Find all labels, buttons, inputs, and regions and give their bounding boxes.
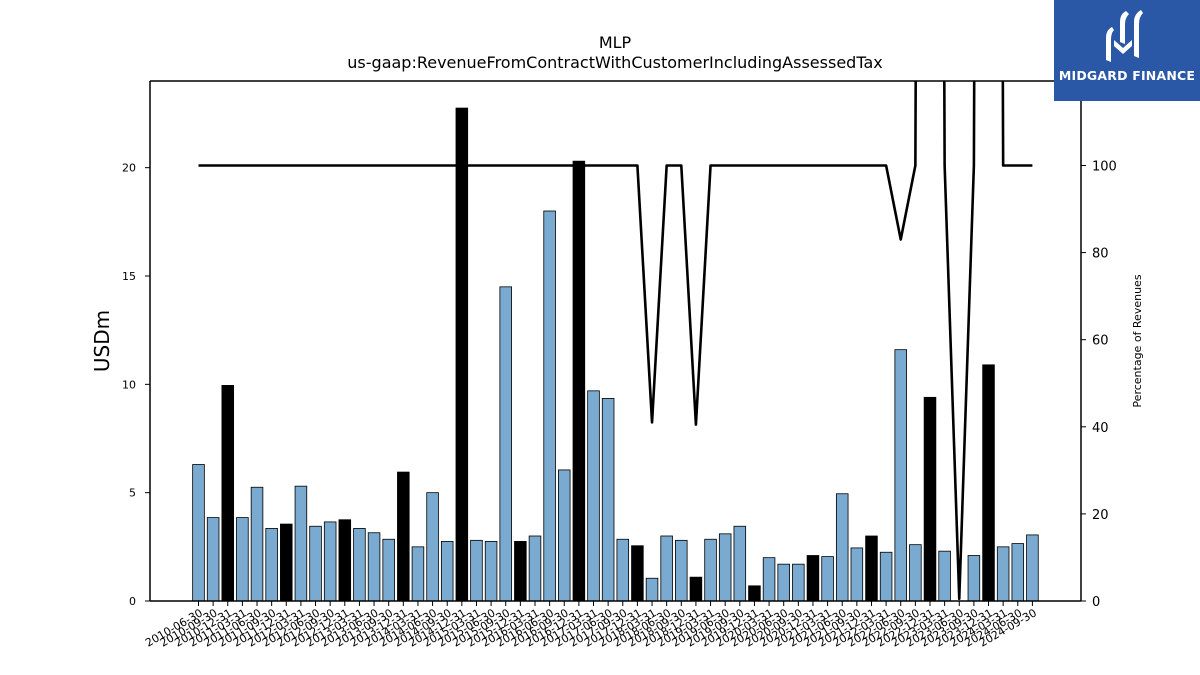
- bar-2023-09-30: [967, 555, 981, 602]
- y2-tick-label: 100: [1092, 159, 1117, 174]
- brand-logo: MIDGARD FINANCE: [1054, 0, 1200, 101]
- bar-2014-09-30: [440, 541, 454, 602]
- bar-2016-09-30: [558, 469, 571, 602]
- bar-2013-03-31: [353, 528, 366, 602]
- bar-2010-06-30: [192, 464, 205, 602]
- bar-2014-03-31: [411, 546, 425, 602]
- bar-2019-03-31: [704, 538, 717, 602]
- y2-axis-label: Percentage of Revenues: [1131, 274, 1144, 407]
- bar-2010-12-31: [221, 385, 235, 602]
- bar-2015-06-30: [484, 541, 498, 602]
- bar-2018-12-31: [689, 576, 703, 602]
- y-tick-label: 5: [129, 487, 136, 500]
- bar-2022-09-30: [909, 544, 922, 602]
- bar-2011-09-30: [265, 528, 278, 602]
- bar-2018-03-31: [645, 577, 659, 602]
- bar-2021-06-30: [835, 493, 849, 602]
- bar-2020-06-30: [777, 563, 790, 602]
- bar-2017-03-31: [587, 390, 600, 602]
- bar-2024-09-30: [1026, 534, 1039, 602]
- percentage-line: [198, 81, 1033, 601]
- y-tick-label: 20: [122, 162, 136, 175]
- bar-2014-12-31: [455, 107, 469, 602]
- bar-2020-03-31: [762, 557, 776, 602]
- bar-2022-06-30: [894, 349, 907, 602]
- bar-2012-03-31: [294, 485, 308, 602]
- bar-2017-06-30: [601, 398, 615, 602]
- bar-2021-03-31: [821, 556, 834, 602]
- bar-2024-03-31: [996, 546, 1010, 602]
- bar-2020-09-30: [792, 563, 805, 602]
- bar-2014-06-30: [426, 492, 439, 602]
- bar-2020-12-31: [806, 555, 820, 602]
- bar-2012-06-30: [309, 525, 322, 602]
- bar-2013-12-31: [397, 471, 410, 602]
- y-tick-label: 10: [122, 378, 136, 391]
- bar-2019-09-30: [733, 525, 747, 602]
- bar-2010-09-30: [206, 517, 220, 602]
- chart-subtitle: us-gaap:RevenueFromContractWithCustomerI…: [347, 53, 882, 72]
- y-tick-label: 0: [129, 595, 136, 608]
- bar-2019-12-31: [748, 585, 761, 602]
- y2-tick-label: 0: [1092, 595, 1100, 610]
- bar-2015-09-30: [499, 286, 512, 602]
- bar-2022-03-31: [879, 551, 893, 602]
- bar-2015-03-31: [470, 539, 483, 602]
- y-axis-label: USDm: [90, 310, 114, 372]
- bar-2024-06-30: [1011, 543, 1025, 602]
- brand-name: MIDGARD FINANCE: [1058, 68, 1196, 83]
- bar-2011-03-31: [236, 517, 249, 602]
- y2-tick-label: 20: [1092, 508, 1109, 523]
- bar-2018-09-30: [675, 539, 688, 602]
- bar-2017-12-31: [631, 545, 644, 602]
- bar-2023-03-31: [938, 550, 951, 602]
- bar-2021-12-31: [865, 535, 878, 602]
- y2-tick-label: 80: [1092, 247, 1109, 262]
- bar-2016-03-31: [528, 535, 542, 602]
- bar-2012-12-31: [338, 519, 352, 602]
- y-tick-label: 15: [122, 270, 136, 283]
- bar-2018-06-30: [660, 535, 673, 602]
- brand-mark-icon: [1106, 10, 1143, 62]
- bar-2016-12-31: [572, 160, 586, 602]
- bar-2011-12-31: [280, 523, 293, 602]
- bar-2015-12-31: [514, 541, 527, 602]
- bar-2013-06-30: [367, 532, 381, 602]
- bar-2016-06-30: [543, 210, 556, 602]
- bar-2022-12-31: [923, 396, 937, 602]
- bar-2012-09-30: [323, 521, 337, 602]
- bar-2013-09-30: [382, 538, 395, 602]
- bar-2017-09-30: [616, 538, 630, 602]
- y2-tick-label: 40: [1092, 421, 1109, 436]
- y2-tick-label: 60: [1092, 334, 1109, 349]
- chart-title: MLP: [599, 33, 632, 52]
- bar-2011-06-30: [250, 486, 264, 602]
- bar-2019-06-30: [718, 533, 732, 602]
- bar-2023-12-31: [982, 364, 995, 602]
- bar-2021-09-30: [850, 547, 864, 602]
